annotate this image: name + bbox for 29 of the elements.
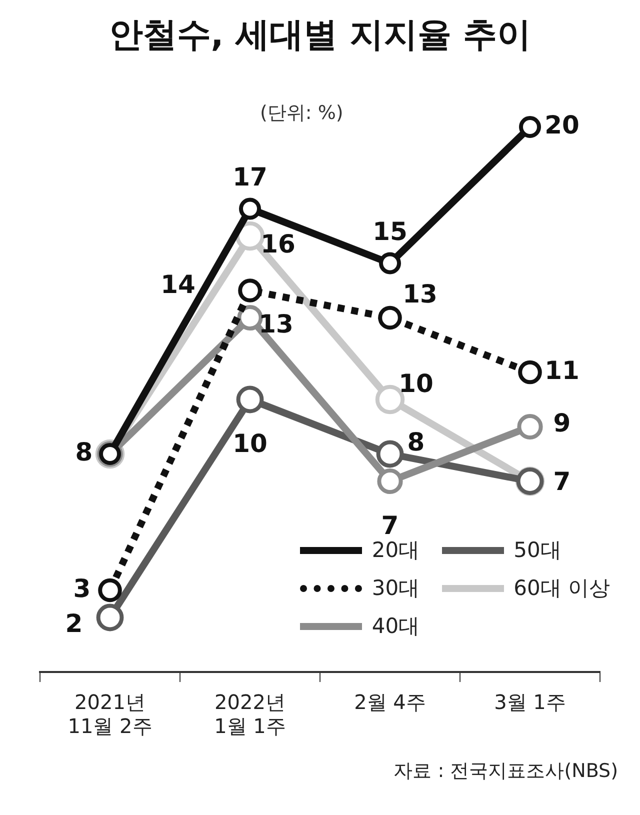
legend-label: 60대 이상: [514, 575, 610, 602]
data-label: 8: [407, 428, 425, 456]
legend-label: 20대: [372, 537, 420, 564]
legend-label: 30대: [372, 575, 420, 602]
chart-title: 안철수, 세대별 지지율 추이: [108, 14, 532, 57]
x-tick-label: 3월 1주: [494, 690, 566, 714]
data-label: 10: [398, 369, 434, 398]
data-label: 9: [553, 408, 571, 438]
x-tick-label: 2022년 1월 1주: [214, 690, 286, 738]
legend-label: 40대: [372, 613, 420, 640]
data-label: 7: [553, 466, 571, 496]
data-label: 8: [75, 438, 93, 466]
data-label: 11: [544, 356, 580, 385]
data-label: 13: [402, 279, 438, 308]
data-label: 16: [260, 230, 296, 258]
legend-label: 50대: [514, 537, 562, 564]
data-label: 13: [258, 309, 294, 338]
data-label: 15: [372, 216, 408, 246]
x-tick-label: 2021년 11월 2주: [68, 690, 152, 738]
data-label: 20: [544, 110, 580, 140]
x-tick-label: 2월 4주: [354, 690, 426, 714]
data-label: 2: [65, 609, 83, 638]
text: 자료 : 전국지표조사(NBS): [394, 759, 618, 784]
data-label: 3: [73, 574, 91, 603]
data-label: 17: [232, 162, 268, 192]
data-label: 7: [381, 510, 399, 540]
data-label: 10: [232, 429, 268, 458]
chart-subtitle: (단위: %): [260, 101, 344, 126]
data-label: 14: [160, 270, 196, 299]
